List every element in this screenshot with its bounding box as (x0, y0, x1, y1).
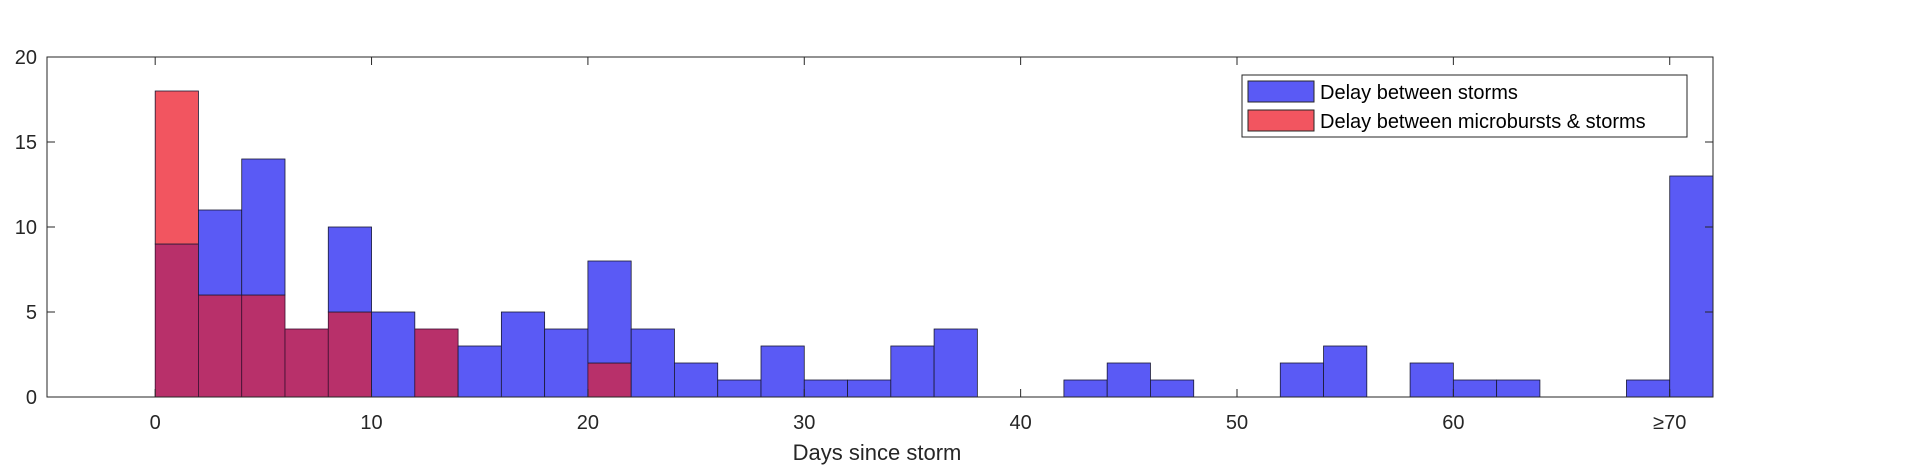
bar-storms (1279, 362, 1324, 398)
bar-storms (500, 311, 546, 398)
bar-storms (544, 328, 589, 398)
y-tick-label: 20 (15, 47, 37, 69)
bar-overlap (284, 328, 329, 398)
bar-storms (1106, 362, 1151, 398)
bar-storms (1496, 379, 1541, 398)
bar-overlap (587, 362, 632, 398)
bar-storms (890, 345, 935, 398)
y-tick-label: 10 (15, 217, 37, 239)
bar-storms (1669, 175, 1714, 398)
x-tick-label: 0 (150, 412, 161, 434)
bar-microbursts (154, 90, 199, 245)
bar-overlap (414, 328, 459, 398)
bar-storms (198, 209, 243, 296)
bar-storms (587, 260, 632, 364)
x-axis-title: Days since storm (793, 440, 962, 465)
bar-storms (457, 345, 502, 398)
bar-storms (933, 328, 978, 398)
x-tick-label: ≥70 (1653, 412, 1686, 434)
bar-storms (1150, 379, 1195, 398)
ticks-layer: 0 10 20 30 40 50 60 ≥70 0 5 10 15 20 (15, 47, 1713, 434)
bar-storms (1409, 362, 1454, 398)
bar-storms (717, 379, 762, 398)
bar-storms (327, 226, 372, 313)
x-tick-label: 20 (577, 412, 599, 434)
bar-overlap (241, 294, 286, 398)
bar-storms (630, 328, 675, 398)
x-tick-label: 60 (1442, 412, 1464, 434)
bar-storms (847, 379, 892, 398)
bar-storms (1323, 345, 1368, 398)
bar-storms (674, 362, 719, 398)
x-tick-label: 30 (793, 412, 815, 434)
bar-storms (760, 345, 805, 398)
bar-storms (371, 311, 416, 398)
legend-swatch-microbursts (1247, 109, 1315, 132)
legend-label-storms: Delay between storms (1320, 82, 1518, 104)
bar-overlap (198, 294, 243, 398)
x-tick-label: 10 (360, 412, 382, 434)
bar-overlap (154, 243, 199, 398)
bar-storms (241, 158, 286, 296)
bar-storms (803, 379, 848, 398)
x-tick-label: 40 (1010, 412, 1032, 434)
bar-storms (1452, 379, 1498, 398)
bars-layer (154, 90, 1714, 398)
bar-storms (1626, 379, 1671, 398)
bar-overlap (327, 311, 372, 398)
legend-swatch-storms (1247, 80, 1315, 103)
x-tick-label: 50 (1226, 412, 1248, 434)
legend: Delay between storms Delay between micro… (1241, 74, 1688, 138)
bar-storms (1063, 379, 1108, 398)
y-tick-label: 0 (26, 387, 37, 409)
y-tick-label: 15 (15, 132, 37, 154)
legend-box (1241, 74, 1688, 138)
legend-label-microbursts: Delay between microbursts & storms (1320, 111, 1646, 133)
y-tick-label: 5 (26, 302, 37, 324)
